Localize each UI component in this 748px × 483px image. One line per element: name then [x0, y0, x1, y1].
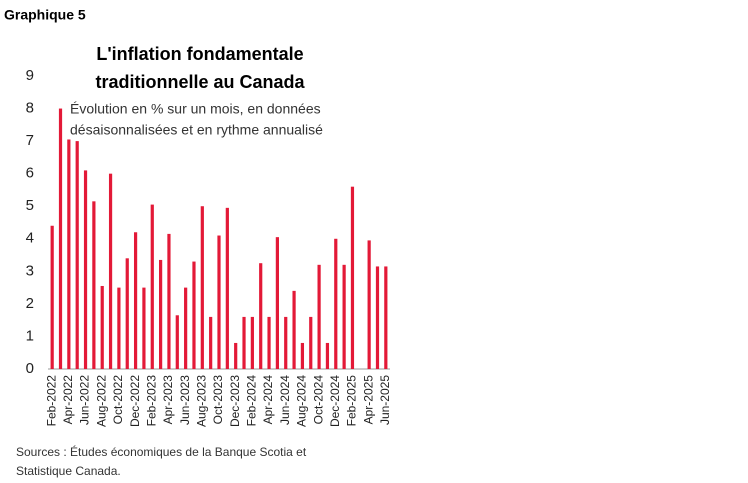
chart-subtitle: désaisonnalisées et en rythme annualisé: [70, 122, 323, 138]
bar: [167, 233, 171, 369]
x-tick-label: Jun-2022: [78, 375, 92, 425]
y-tick-label: 6: [26, 165, 34, 182]
bar: [117, 287, 121, 369]
bar: [342, 264, 346, 369]
y-tick-label: 1: [26, 327, 34, 344]
x-tick-label: Aug-2024: [295, 375, 309, 427]
bar: [67, 139, 71, 369]
y-tick-label: 2: [26, 295, 34, 312]
bar: [83, 170, 88, 369]
source-note: Statistique Canada.: [16, 464, 121, 478]
x-tick-label: Jun-2025: [378, 375, 392, 425]
bar: [184, 287, 188, 369]
y-tick-label: 0: [26, 360, 34, 377]
x-tick-label: Dec-2022: [128, 375, 142, 427]
bar: [142, 287, 146, 369]
bar: [334, 238, 338, 369]
x-tick-label: Aug-2022: [94, 375, 108, 427]
x-tick-label: Oct-2022: [111, 375, 125, 425]
x-tick-label: Apr-2023: [161, 375, 175, 425]
bar: [309, 316, 313, 369]
bar: [367, 240, 371, 369]
bar: [384, 266, 388, 369]
y-tick-label: 8: [26, 100, 34, 117]
bar: [225, 207, 229, 369]
bar: [284, 316, 288, 369]
bar: [192, 261, 196, 369]
bar: [133, 232, 138, 369]
bar: [209, 316, 213, 369]
x-tick-label: Aug-2023: [194, 375, 208, 427]
bar: [250, 316, 254, 369]
x-tick-label: Apr-2025: [361, 375, 375, 425]
bar: [234, 342, 238, 369]
y-tick-label: 4: [26, 230, 34, 247]
bar: [375, 266, 380, 369]
x-tick-label: Jun-2023: [178, 375, 192, 425]
source-note: Sources : Études économiques de la Banqu…: [16, 444, 307, 459]
bar: [259, 263, 263, 369]
x-tick-label: Feb-2022: [44, 375, 58, 427]
x-tick-label: Jun-2024: [278, 375, 292, 425]
chart-title: traditionnelle au Canada: [95, 72, 305, 92]
bar: [242, 316, 246, 369]
bar: [175, 315, 179, 369]
x-tick-label: Dec-2023: [228, 375, 242, 427]
bar: [75, 141, 79, 369]
bar: [275, 237, 279, 369]
bar: [217, 235, 221, 369]
bar: [58, 108, 63, 370]
chart-title: L'inflation fondamentale: [96, 44, 303, 64]
y-tick-label: 5: [26, 197, 34, 214]
bar: [92, 201, 96, 369]
bar: [325, 342, 330, 369]
bar: [300, 342, 305, 369]
x-tick-label: Oct-2023: [211, 375, 225, 425]
y-tick-label: 7: [26, 132, 34, 149]
bar: [292, 290, 296, 369]
figure-label: Graphique 5: [4, 7, 86, 23]
y-tick-label: 9: [26, 67, 34, 84]
bar: [108, 173, 113, 369]
bar: [350, 186, 355, 369]
bar: [159, 259, 163, 369]
bar: [200, 206, 204, 369]
x-tick-label: Feb-2023: [144, 375, 158, 427]
x-tick-label: Apr-2024: [261, 375, 275, 425]
chart-subtitle: Évolution en % sur un mois, en données: [70, 101, 321, 117]
x-tick-label: Feb-2025: [345, 375, 359, 427]
x-tick-label: Oct-2024: [311, 375, 325, 425]
bar: [100, 285, 104, 369]
x-tick-label: Feb-2024: [245, 375, 259, 427]
y-tick-label: 3: [26, 262, 34, 279]
x-tick-label: Apr-2022: [61, 375, 75, 425]
bar: [267, 316, 271, 369]
bar: [317, 264, 321, 369]
x-tick-label: Dec-2024: [328, 375, 342, 427]
bar: [125, 258, 129, 369]
bar: [50, 225, 54, 369]
bar: [150, 204, 154, 369]
